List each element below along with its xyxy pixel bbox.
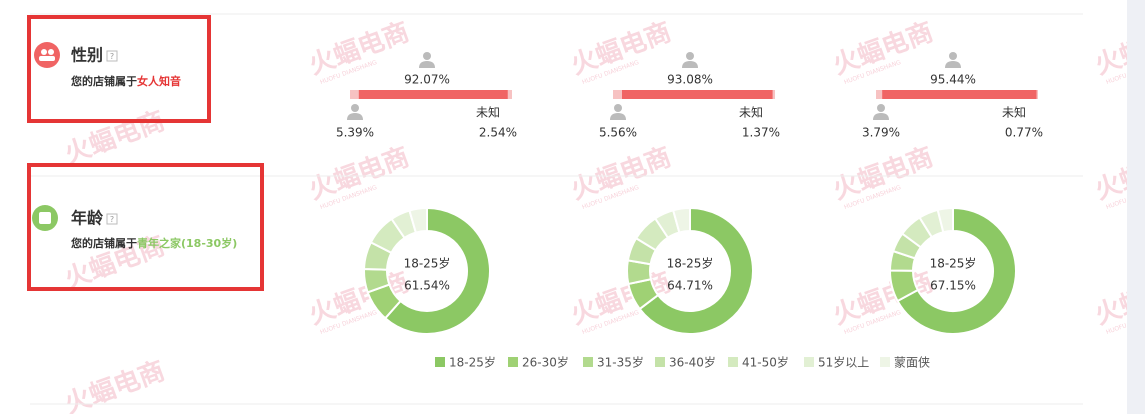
female-bar <box>358 90 508 99</box>
male-pct: 3.79% <box>862 126 900 140</box>
unknown-label: 未知 <box>1002 106 1026 120</box>
help-icon[interactable] <box>106 213 118 225</box>
person-icon <box>347 113 363 120</box>
section-title: 性别 <box>71 46 103 65</box>
donut-center-value: 64.71% <box>667 279 713 293</box>
legend-label: 41-50岁 <box>742 355 789 370</box>
person-icon <box>945 61 961 68</box>
female-pct: 93.08% <box>667 73 713 87</box>
legend-swatch <box>728 357 738 367</box>
icon-part <box>39 212 51 224</box>
person-icon <box>614 104 622 112</box>
person-icon <box>423 52 431 60</box>
icon-part <box>41 49 47 55</box>
legend-swatch <box>655 357 665 367</box>
section-title: 年龄 <box>71 209 104 228</box>
scrollbar <box>1127 0 1145 414</box>
person-icon <box>877 104 885 112</box>
subtitle-prefix: 您的店铺属于 <box>71 236 137 250</box>
male-bar <box>350 90 359 99</box>
help-text[interactable]: ? <box>110 215 114 224</box>
unknown-pct: 1.37% <box>742 126 780 140</box>
male-pct: 5.56% <box>599 126 637 140</box>
female-pct: 95.44% <box>930 73 976 87</box>
gender-icon <box>34 42 60 68</box>
watermark-text: 火蝠电商 <box>60 355 168 414</box>
donut-segment <box>936 206 954 234</box>
person-icon <box>686 52 694 60</box>
legend-label: 31-35岁 <box>597 355 644 370</box>
highlight-box <box>27 15 211 123</box>
male-bar <box>613 90 623 99</box>
subtitle: 您的店铺属于青年之家(18-30岁) <box>71 236 237 250</box>
donut-segment <box>408 206 428 234</box>
unknown-pct: 2.54% <box>479 126 517 140</box>
icon-part <box>39 56 55 61</box>
donut-segment <box>638 206 754 335</box>
person-icon <box>873 113 889 120</box>
donut-segment <box>671 206 691 234</box>
unknown-bar <box>772 90 776 99</box>
female-pct: 92.07% <box>404 73 450 87</box>
unknown-pct: 0.77% <box>1005 126 1043 140</box>
legend-swatch <box>804 357 814 367</box>
donut-center-value: 61.54% <box>404 279 450 293</box>
person-icon <box>682 61 698 68</box>
person-icon <box>351 104 359 112</box>
legend-label: 蒙面侠 <box>894 356 930 370</box>
person-icon <box>419 61 435 68</box>
male-pct: 5.39% <box>336 126 374 140</box>
male-bar <box>876 90 883 99</box>
donut-segment <box>383 206 491 335</box>
legend-swatch <box>583 357 593 367</box>
unknown-bar <box>507 90 512 99</box>
highlight-box <box>27 163 264 291</box>
subtitle-prefix: 您的店铺属于 <box>71 74 137 88</box>
female-bar <box>882 90 1037 99</box>
donut-segment <box>896 206 1017 335</box>
donut-center-label: 18-25岁 <box>930 256 977 271</box>
donut-center-value: 67.15% <box>930 279 976 293</box>
legend-swatch <box>880 357 890 367</box>
person-icon <box>610 113 626 120</box>
legend-label: 36-40岁 <box>669 355 716 370</box>
legend-label: 26-30岁 <box>522 355 569 370</box>
unknown-label: 未知 <box>739 106 763 120</box>
legend-swatch <box>435 357 445 367</box>
icon-part <box>48 49 54 55</box>
subtitle: 您的店铺属于女人知音 <box>71 74 181 88</box>
subtitle-highlight: 青年之家(18-30岁) <box>137 236 237 250</box>
person-icon <box>949 52 957 60</box>
female-bar <box>622 90 773 99</box>
unknown-bar <box>1036 90 1038 99</box>
unknown-label: 未知 <box>476 106 500 120</box>
subtitle-highlight: 女人知音 <box>137 74 181 88</box>
help-text[interactable]: ? <box>110 52 114 61</box>
legend-label: 51岁以上 <box>818 355 869 370</box>
watermark-text: 火蝠电商 <box>60 105 168 170</box>
donut-center-label: 18-25岁 <box>667 256 714 271</box>
legend-label: 18-25岁 <box>449 355 496 370</box>
donut-center-label: 18-25岁 <box>404 256 451 271</box>
help-icon[interactable] <box>106 50 118 62</box>
legend-swatch <box>508 357 518 367</box>
